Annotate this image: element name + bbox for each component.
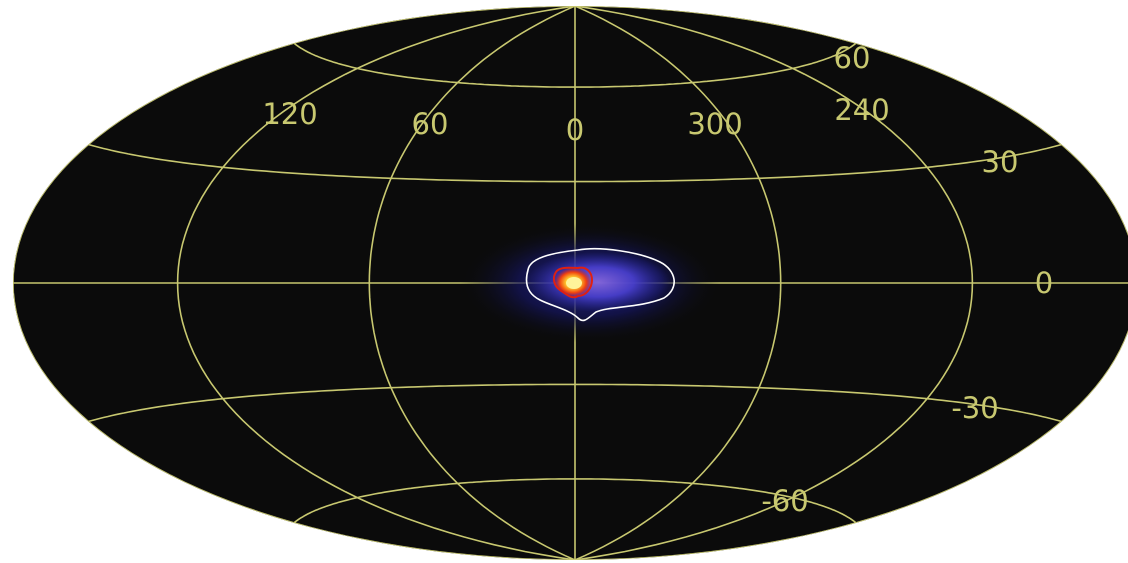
emission-core	[566, 277, 582, 289]
latitude-label: -30	[951, 391, 998, 425]
longitude-label: 60	[412, 107, 449, 141]
longitude-label: 120	[262, 97, 317, 131]
parallel-line	[293, 42, 857, 88]
parallel-line	[293, 478, 857, 524]
parallel-line	[88, 383, 1062, 423]
longitude-label: 0	[566, 113, 584, 147]
longitude-label: 300	[687, 107, 742, 141]
emission-contour-outer	[525, 247, 675, 322]
latitude-label: 0	[1035, 266, 1053, 300]
latitude-label: 30	[982, 145, 1019, 179]
emission-body	[526, 252, 670, 312]
emission-region	[460, 223, 720, 343]
latitude-label: -60	[761, 484, 808, 518]
longitude-label: 240	[834, 93, 889, 127]
latitude-label: 60	[834, 41, 871, 75]
parallel-line	[88, 143, 1062, 183]
